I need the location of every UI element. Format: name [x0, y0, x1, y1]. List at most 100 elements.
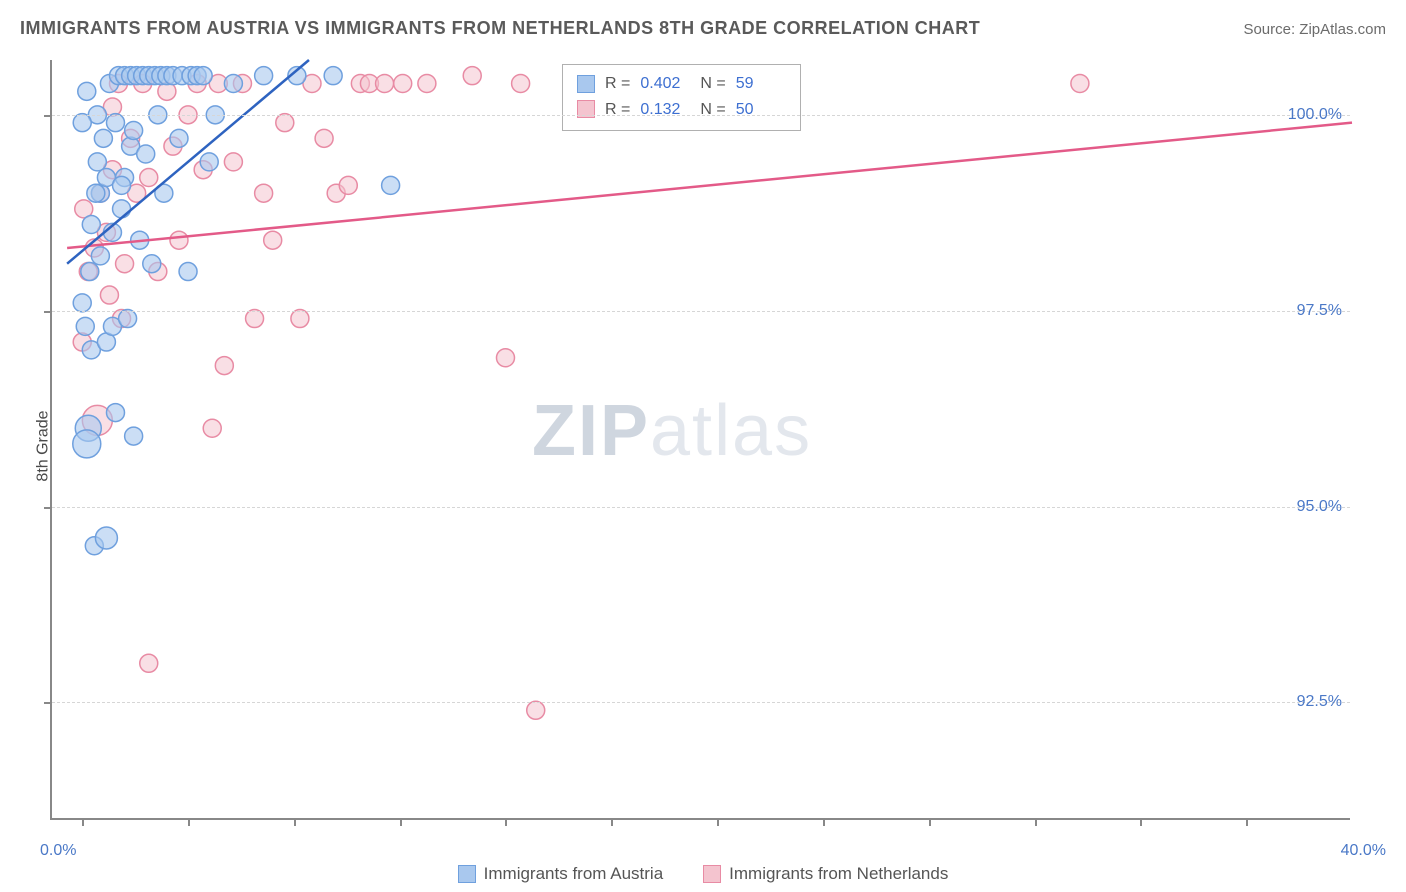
- x-tick: [717, 818, 719, 826]
- scatter-point: [100, 286, 118, 304]
- scatter-point: [339, 176, 357, 194]
- legend-item-label: Immigrants from Netherlands: [729, 864, 948, 884]
- x-tick: [505, 818, 507, 826]
- scatter-point: [140, 654, 158, 672]
- scatter-point: [276, 114, 294, 132]
- legend-stats-row: R = 0.132 N = 50: [577, 97, 786, 123]
- legend-bottom: Immigrants from Austria Immigrants from N…: [0, 864, 1406, 884]
- legend-item-label: Immigrants from Austria: [484, 864, 664, 884]
- chart-svg: [52, 60, 1350, 818]
- swatch-netherlands: [703, 865, 721, 883]
- legend-r-label: R =: [605, 97, 630, 123]
- x-tick: [823, 818, 825, 826]
- x-tick: [1140, 818, 1142, 826]
- y-tick-label: 100.0%: [1288, 106, 1342, 124]
- scatter-point: [394, 75, 412, 93]
- scatter-point: [91, 247, 109, 265]
- scatter-point: [224, 153, 242, 171]
- scatter-point: [224, 75, 242, 93]
- scatter-point: [200, 153, 218, 171]
- scatter-point: [376, 75, 394, 93]
- scatter-point: [106, 404, 124, 422]
- scatter-point: [255, 184, 273, 202]
- scatter-point: [1071, 75, 1089, 93]
- scatter-point: [315, 129, 333, 147]
- scatter-point: [170, 129, 188, 147]
- legend-item: Immigrants from Netherlands: [703, 864, 948, 884]
- x-tick: [1035, 818, 1037, 826]
- gridline-h: [52, 507, 1350, 508]
- scatter-point: [113, 200, 131, 218]
- gridline-h: [52, 311, 1350, 312]
- plot-area: ZIPatlas R =0.402N =59R =0.132N =50 92.5…: [50, 60, 1350, 820]
- scatter-point: [170, 231, 188, 249]
- scatter-point: [82, 216, 100, 234]
- scatter-point: [324, 67, 342, 85]
- x-tick: [611, 818, 613, 826]
- scatter-point: [140, 169, 158, 187]
- y-tick-label: 97.5%: [1297, 302, 1342, 320]
- scatter-point: [125, 427, 143, 445]
- gridline-h: [52, 702, 1350, 703]
- legend-n-value: 50: [736, 97, 786, 123]
- scatter-point: [137, 145, 155, 163]
- scatter-point: [87, 184, 105, 202]
- swatch-austria: [577, 75, 595, 93]
- scatter-point: [106, 114, 124, 132]
- scatter-point: [496, 349, 514, 367]
- scatter-point: [255, 67, 273, 85]
- x-tick: [400, 818, 402, 826]
- scatter-point: [73, 294, 91, 312]
- scatter-point: [125, 122, 143, 140]
- x-axis-end-label: 40.0%: [1341, 842, 1386, 860]
- scatter-point: [78, 82, 96, 100]
- x-tick: [82, 818, 84, 826]
- x-tick: [294, 818, 296, 826]
- scatter-point: [418, 75, 436, 93]
- scatter-point: [382, 176, 400, 194]
- legend-r-label: R =: [605, 71, 630, 97]
- legend-n-value: 59: [736, 71, 786, 97]
- chart-title: IMMIGRANTS FROM AUSTRIA VS IMMIGRANTS FR…: [20, 18, 980, 39]
- scatter-point: [463, 67, 481, 85]
- swatch-austria: [458, 865, 476, 883]
- scatter-point: [264, 231, 282, 249]
- scatter-point: [194, 67, 212, 85]
- scatter-point: [215, 357, 233, 375]
- legend-stats: R = 0.402 N = 59 R = 0.132 N = 50: [562, 64, 801, 131]
- scatter-point: [113, 176, 131, 194]
- scatter-point: [76, 317, 94, 335]
- scatter-point: [116, 255, 134, 273]
- legend-stats-row: R = 0.402 N = 59: [577, 71, 786, 97]
- x-axis-start-label: 0.0%: [40, 842, 76, 860]
- scatter-point: [73, 114, 91, 132]
- y-tick: [44, 115, 52, 117]
- scatter-point: [88, 153, 106, 171]
- scatter-point: [179, 263, 197, 281]
- legend-n-label: N =: [700, 97, 725, 123]
- scatter-point: [291, 310, 309, 328]
- x-tick: [188, 818, 190, 826]
- y-tick-label: 92.5%: [1297, 693, 1342, 711]
- x-tick: [1246, 818, 1248, 826]
- legend-r-value: 0.402: [640, 71, 690, 97]
- y-tick: [44, 702, 52, 704]
- legend-n-label: N =: [700, 71, 725, 97]
- source-label: Source: ZipAtlas.com: [1243, 21, 1386, 38]
- y-tick-label: 95.0%: [1297, 498, 1342, 516]
- scatter-point: [203, 419, 221, 437]
- scatter-point: [246, 310, 264, 328]
- gridline-h: [52, 115, 1350, 116]
- x-tick: [929, 818, 931, 826]
- legend-r-value: 0.132: [640, 97, 690, 123]
- scatter-point: [94, 129, 112, 147]
- legend-item: Immigrants from Austria: [458, 864, 664, 884]
- scatter-point: [119, 310, 137, 328]
- scatter-point: [512, 75, 530, 93]
- scatter-point: [81, 263, 99, 281]
- scatter-point: [527, 701, 545, 719]
- scatter-point: [73, 430, 101, 458]
- y-tick: [44, 311, 52, 313]
- scatter-point: [95, 527, 117, 549]
- scatter-point: [143, 255, 161, 273]
